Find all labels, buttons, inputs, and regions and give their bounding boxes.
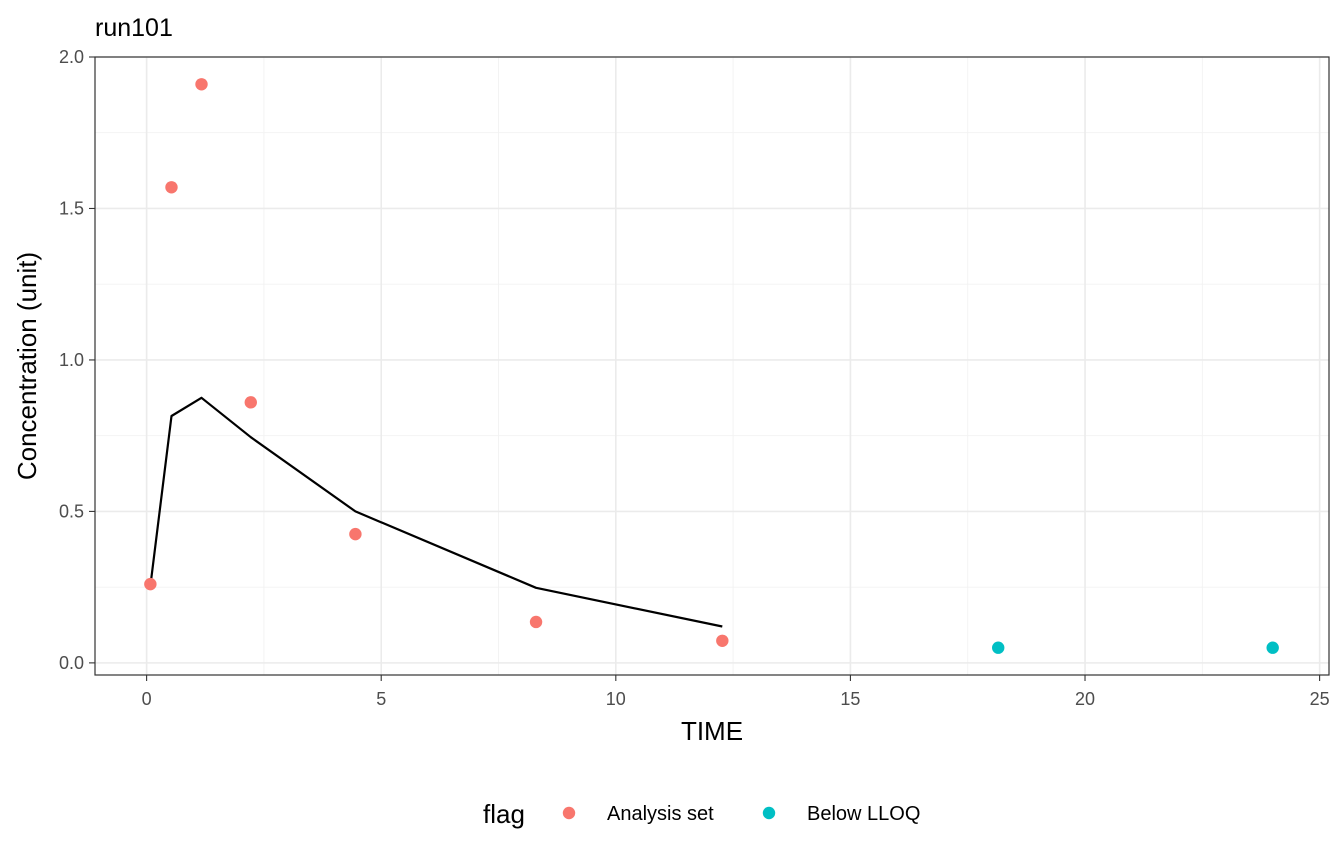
prediction-line-layer (149, 396, 723, 628)
x-tick-label: 0 (142, 689, 152, 709)
data-point-below-lloq (992, 641, 1005, 654)
legend-key-below-lloq (762, 806, 776, 820)
data-point-below-lloq (1266, 641, 1279, 654)
x-axis-ticks: 0 5 10 15 20 25 (142, 675, 1330, 709)
data-point-analysis-set (165, 181, 178, 194)
y-tick-label: 1.0 (59, 350, 84, 370)
legend-label-below-lloq: Below LLOQ (807, 803, 920, 825)
data-point-analysis-set (144, 577, 157, 591)
data-point-analysis-set (195, 78, 208, 91)
y-axis-title: Concentration (unit) (12, 252, 42, 480)
data-point-analysis-set (716, 634, 729, 647)
prediction-line (149, 396, 723, 628)
plot-title: run101 (95, 14, 173, 42)
panel-border (94, 56, 1330, 676)
y-tick-label: 0.5 (59, 501, 84, 521)
x-axis-title: TIME (681, 716, 743, 746)
legend-label-analysis-set: Analysis set (607, 803, 714, 825)
data-point-analysis-set (244, 396, 257, 409)
y-tick-label: 1.5 (59, 198, 84, 218)
data-point-analysis-set (349, 527, 362, 541)
x-tick-label: 5 (376, 689, 386, 709)
legend: flag Analysis set Below LLOQ (483, 799, 920, 829)
data-point-analysis-set (529, 615, 543, 629)
grid-lines (95, 56, 1329, 675)
x-tick-label: 25 (1310, 689, 1330, 709)
x-tick-label: 10 (606, 689, 626, 709)
data-points-layer (144, 78, 1279, 654)
legend-title: flag (483, 799, 525, 829)
x-tick-label: 20 (1075, 689, 1095, 709)
y-axis-ticks: 0.0 0.5 1.0 1.5 2.0 (59, 47, 95, 673)
y-tick-label: 2.0 (59, 47, 84, 67)
legend-key-analysis-set (562, 806, 576, 820)
y-tick-label: 0.0 (59, 653, 84, 673)
x-tick-label: 15 (840, 689, 860, 709)
